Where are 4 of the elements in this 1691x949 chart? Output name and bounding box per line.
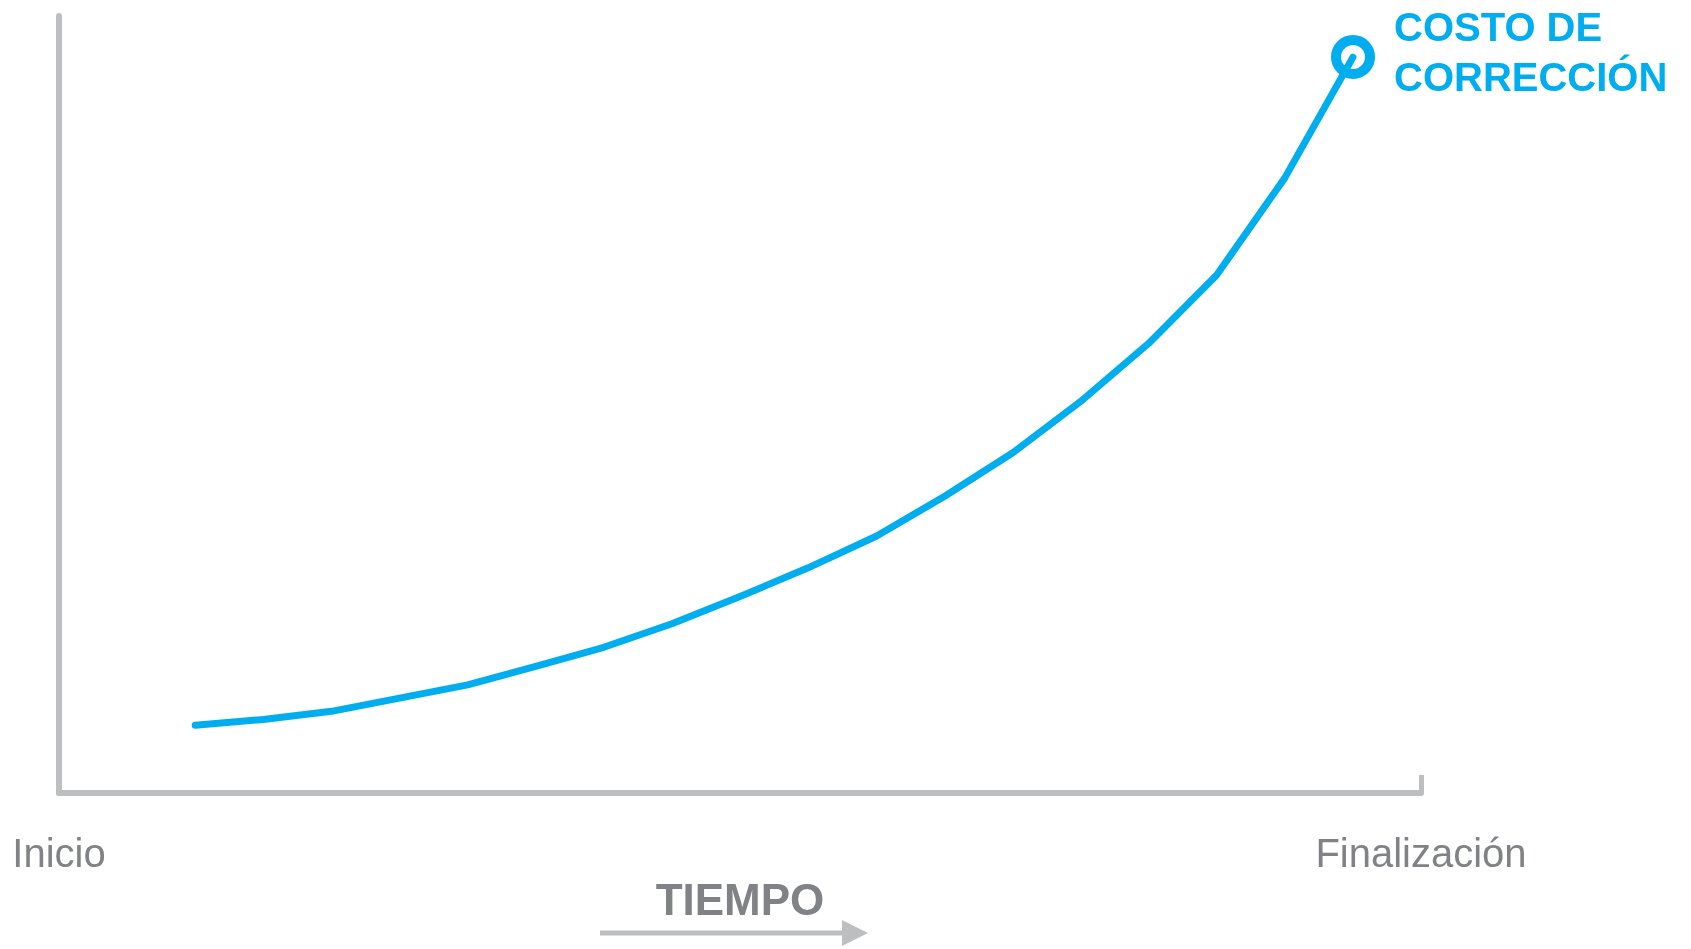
x-tick-label: Finalización bbox=[1315, 831, 1527, 875]
annotation: COSTO DE CORRECCIÓN bbox=[1394, 5, 1668, 99]
x-tick-label: Inicio bbox=[12, 831, 106, 875]
x-axis-title: TIEMPO bbox=[655, 875, 825, 925]
